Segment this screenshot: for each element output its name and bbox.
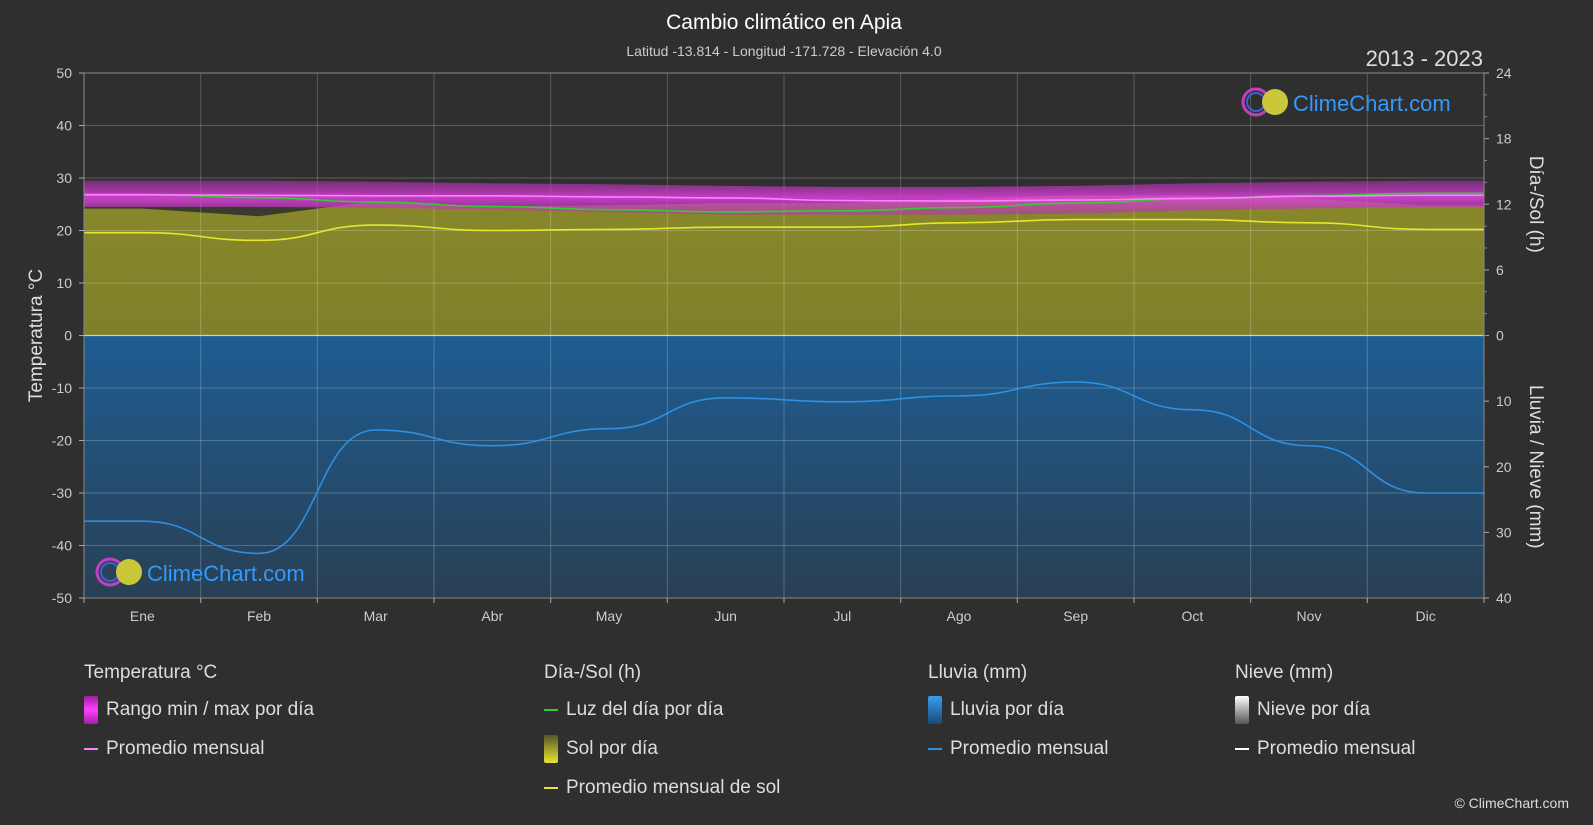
legend-swatch (544, 734, 558, 763)
year-range: 2013 - 2023 (1366, 46, 1483, 71)
x-tick-label: Oct (1181, 608, 1203, 624)
legend-swatch (928, 747, 942, 750)
legend-item: Lluvia por día (928, 690, 1108, 729)
x-tick-label: Jun (714, 608, 737, 624)
x-tick-label: Nov (1297, 608, 1322, 624)
legend-label: Promedio mensual (950, 737, 1109, 759)
legend-group-rain: Lluvia (mm) Lluvia por día Promedio mens… (928, 662, 1108, 768)
left-tick-label: 20 (56, 223, 72, 239)
watermark-top: ClimeChart.com (1241, 87, 1451, 117)
right-tick-label-hours: 12 (1496, 196, 1512, 212)
legend-group-temperature: Temperatura °C Rango min / max por día P… (84, 662, 314, 768)
copyright: © ClimeChart.com (1454, 795, 1569, 811)
legend-swatch (1235, 747, 1249, 750)
legend-label: Nieve por día (1257, 698, 1371, 720)
right-tick-label-mm: 10 (1496, 393, 1512, 409)
left-tick-label: 30 (56, 170, 72, 186)
right-tick-label-hours: 24 (1496, 65, 1512, 81)
legend-swatch (928, 695, 942, 724)
x-tick-label: May (596, 608, 622, 624)
legend-item: Promedio mensual (928, 729, 1108, 768)
x-tick-label: Feb (247, 608, 271, 624)
left-tick-label: 0 (64, 328, 72, 344)
x-tick-label: Abr (481, 608, 503, 624)
right-axis-label-mm: Lluvia / Nieve (mm) (1525, 385, 1546, 549)
legend-item: Promedio mensual de sol (544, 768, 780, 807)
legend-group-daylight: Día-/Sol (h) Luz del día por día Sol por… (544, 662, 780, 807)
legend-item: Rango min / max por día (84, 690, 314, 729)
left-tick-label: -30 (52, 485, 72, 501)
right-tick-label-mm: 30 (1496, 524, 1512, 540)
legend-label: Luz del día por día (566, 698, 724, 720)
left-tick-label: -10 (52, 380, 72, 396)
left-tick-label: 40 (56, 118, 72, 134)
legend-title: Lluvia (mm) (928, 662, 1028, 683)
temperature-range-band (84, 180, 1484, 215)
legend-group-snow: Nieve (mm) Nieve por día Promedio mensua… (1235, 662, 1415, 768)
legend-label: Lluvia por día (950, 698, 1065, 720)
legend-title: Temperatura °C (84, 662, 218, 683)
right-tick-label-mm: 20 (1496, 459, 1512, 475)
legend-swatch (1235, 695, 1249, 724)
right-tick-label-mm: 40 (1496, 590, 1512, 606)
x-tick-label: Sep (1063, 608, 1088, 624)
right-tick-label-hours: 0 (1496, 328, 1504, 344)
left-axis-label: Temperatura °C (26, 269, 47, 402)
left-tick-label: -40 (52, 538, 72, 554)
legend-swatch (544, 786, 558, 789)
watermark-text-bottom: ClimeChart.com (147, 561, 305, 586)
chart-title: Cambio climático en Apia (666, 11, 902, 34)
right-tick-label-hours: 6 (1496, 262, 1504, 278)
legend-title: Nieve (mm) (1235, 662, 1334, 683)
legend-title: Día-/Sol (h) (544, 662, 642, 683)
watermark-text-top: ClimeChart.com (1293, 91, 1451, 116)
x-tick-label: Mar (364, 608, 388, 624)
rain-avg-line (84, 381, 1484, 555)
x-tick-label: Jul (833, 608, 851, 624)
rain-area (84, 335, 1484, 598)
right-tick-label-hours: 18 (1496, 131, 1512, 147)
legend-item: Promedio mensual (84, 729, 314, 768)
legend-label: Sol por día (566, 737, 658, 759)
legend-swatch (544, 708, 558, 711)
chart-subtitle: Latitud -13.814 - Longitud -171.728 - El… (626, 43, 941, 59)
legend-swatch (84, 747, 98, 750)
legend-label: Rango min / max por día (106, 698, 315, 720)
left-tick-label: -50 (52, 590, 72, 606)
x-tick-label: Ene (130, 608, 155, 624)
x-tick-label: Dic (1416, 608, 1436, 624)
sun-logo-icon (116, 559, 142, 585)
sunshine-avg-line (84, 218, 1484, 242)
watermark-bottom: ClimeChart.com (95, 557, 305, 587)
left-tick-label: 50 (56, 65, 72, 81)
legend-label: Promedio mensual (106, 737, 265, 759)
sunshine-area (84, 195, 1484, 336)
right-axis-label-hours: Día-/Sol (h) (1525, 156, 1546, 253)
legend-item: Sol por día (544, 729, 780, 768)
legend-item: Promedio mensual (1235, 729, 1415, 768)
legend-label: Promedio mensual (1257, 737, 1416, 759)
x-tick-label: Ago (947, 608, 972, 624)
legend-item: Luz del día por día (544, 690, 780, 729)
legend-item: Nieve por día (1235, 690, 1415, 729)
legend-label: Promedio mensual de sol (566, 776, 781, 798)
left-tick-label: 10 (56, 275, 72, 291)
legend-swatch (84, 695, 98, 724)
left-tick-label: -20 (52, 433, 72, 449)
temperature-avg-line (84, 194, 1484, 202)
sun-logo-icon (1262, 89, 1288, 115)
